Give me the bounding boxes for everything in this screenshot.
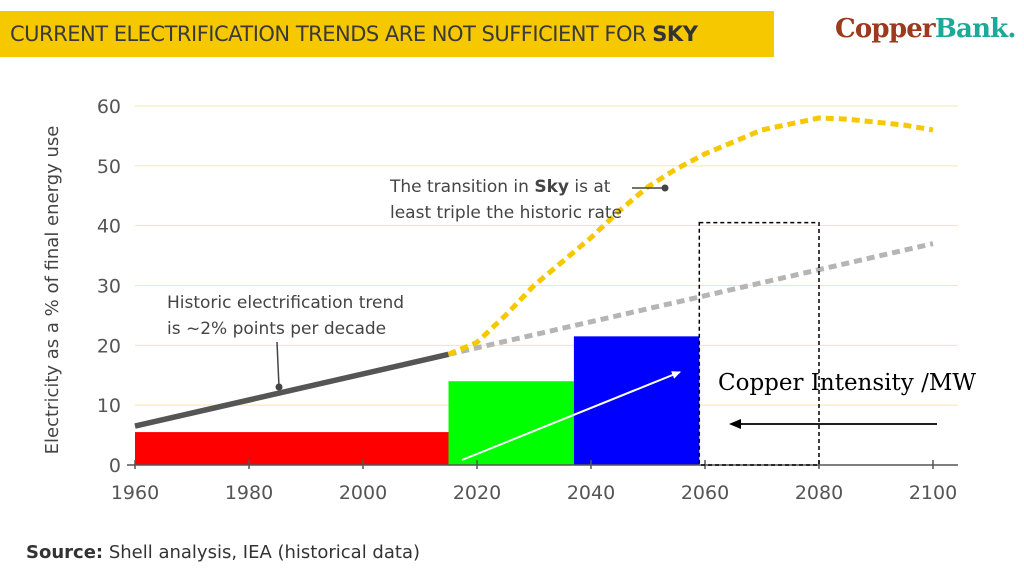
copper-intensity-label: Copper Intensity /MW [718, 370, 976, 396]
overlay-layer [275, 184, 937, 466]
x-tick-label: 2060 [681, 482, 729, 504]
source-note: Source: Shell analysis, IEA (historical … [26, 542, 420, 563]
x-tick-label: 2100 [909, 482, 957, 504]
y-tick-label: 50 [97, 156, 121, 178]
highlight-box [698, 221, 820, 466]
y-axis-label: Electricity as a % of final energy use [42, 126, 63, 455]
x-tick-label: 1980 [225, 482, 273, 504]
axes-layer: 0 10 20 30 40 50 60 1960 1980 2000 2020 2040 2060 208… [97, 96, 958, 504]
logo-part-bank: Bank. [934, 14, 1017, 44]
bar-3 [573, 336, 700, 465]
historic-annotation-line2: is ~2% points per decade [167, 319, 386, 339]
x-tick-label: 2080 [795, 482, 843, 504]
series-line-historic [134, 351, 450, 429]
sky-annotation-line2: least triple the historic rate [390, 203, 622, 223]
series-line-trend_extension [447, 241, 934, 357]
chart-title: CURRENT ELECTRIFICATION TRENDS ARE NOT S… [10, 11, 698, 57]
y-tick-label: 60 [97, 96, 121, 118]
bar-1 [135, 432, 449, 465]
historic-annotation-leader [276, 341, 280, 388]
x-tick-label: 2000 [339, 482, 387, 504]
x-tick-label: 2040 [567, 482, 615, 504]
y-tick-label: 20 [97, 335, 121, 357]
sky-annotation-line1: The transition in Sky is at [389, 177, 611, 197]
source-label: Source: [26, 542, 104, 563]
growth-arrow [461, 371, 681, 461]
series-line-sky [447, 115, 934, 357]
lines-layer [134, 115, 934, 429]
title-emphasis: SKY [652, 22, 698, 46]
historic-annotation-dot [275, 383, 283, 391]
x-tick-label: 1960 [111, 482, 159, 504]
historic-annotation-line1: Historic electrification trend [167, 293, 404, 313]
logo-part-copper: Copper [835, 14, 936, 44]
y-tick-label: 0 [109, 455, 121, 477]
source-text: Shell analysis, IEA (historical data) [103, 542, 420, 563]
sky-annotation-dot [661, 184, 669, 192]
x-tick-label: 2020 [453, 482, 501, 504]
y-tick-label: 40 [97, 216, 121, 238]
title-prefix: CURRENT ELECTRIFICATION TRENDS ARE NOT S… [10, 22, 653, 46]
y-tick-label: 30 [97, 276, 121, 298]
bars-layer [135, 336, 700, 465]
y-tick-label: 10 [97, 395, 121, 417]
title-banner: CURRENT ELECTRIFICATION TRENDS ARE NOT S… [0, 11, 774, 57]
copperbank-logo: CopperBank. [835, 14, 1016, 44]
grid-layer [135, 105, 958, 406]
